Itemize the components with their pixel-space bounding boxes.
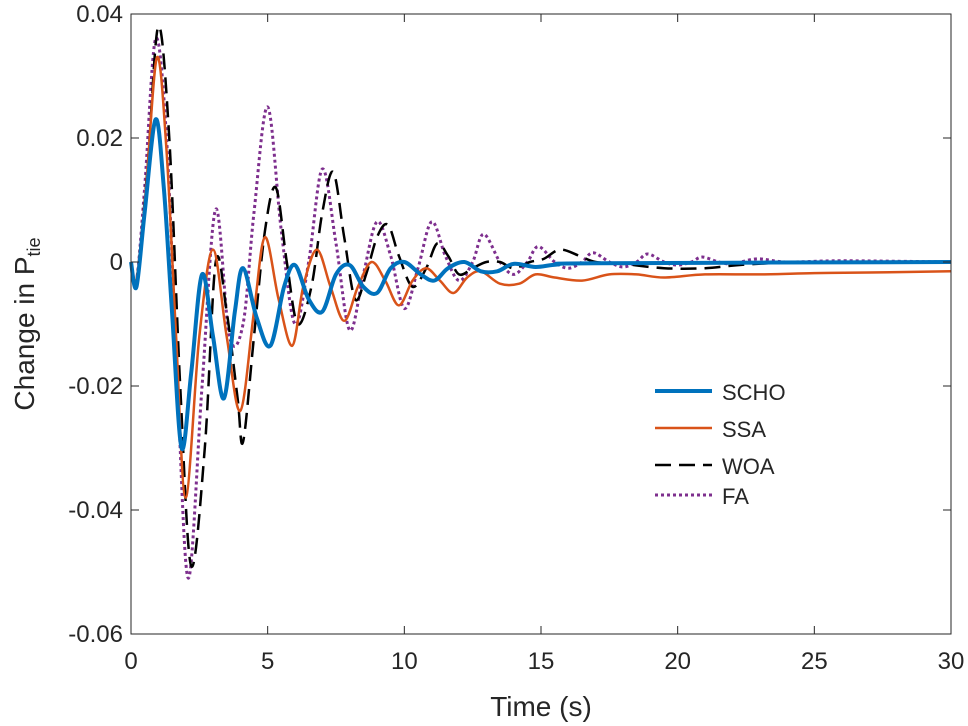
legend-label-ssa: SSA [722,417,766,442]
legend-box [645,372,795,512]
series-line-woa [129,25,952,568]
y-axis-label: Change in Ptie [9,237,44,410]
y-tick-label: -0.02 [68,373,123,400]
x-tick-label: 30 [938,648,965,675]
y-axis-label-subscript: tie [24,237,44,256]
ticks-layer: 0 5 10 15 20 25 30 -0.06 -0.04 -0.02 0 0.02 0.04 [68,1,964,675]
x-tick-label: 0 [124,648,137,675]
y-tick-label: -0.04 [68,497,123,524]
x-tick-label: 5 [261,648,274,675]
series-layer [129,25,952,580]
y-tick-label: -0.06 [68,621,123,648]
x-tick-label: 15 [528,648,555,675]
series-line-ssa [129,55,952,499]
y-axis-label-main: Change in P [9,256,40,410]
x-tick-label: 25 [801,648,828,675]
series-line-scho [129,117,952,452]
x-axis-label: Time (s) [490,691,592,722]
legend-label-fa: FA [722,484,749,509]
y-tick-label: 0 [110,249,123,276]
x-tick-label: 20 [664,648,691,675]
y-tick-label: 0.04 [76,1,123,28]
y-tick-label: 0.02 [76,125,123,152]
legend: SCHO SSA WOA FA [645,372,795,512]
legend-label-scho: SCHO [722,380,786,405]
x-tick-label: 10 [391,648,418,675]
legend-label-woa: WOA [722,454,775,479]
plot-area [131,14,951,634]
